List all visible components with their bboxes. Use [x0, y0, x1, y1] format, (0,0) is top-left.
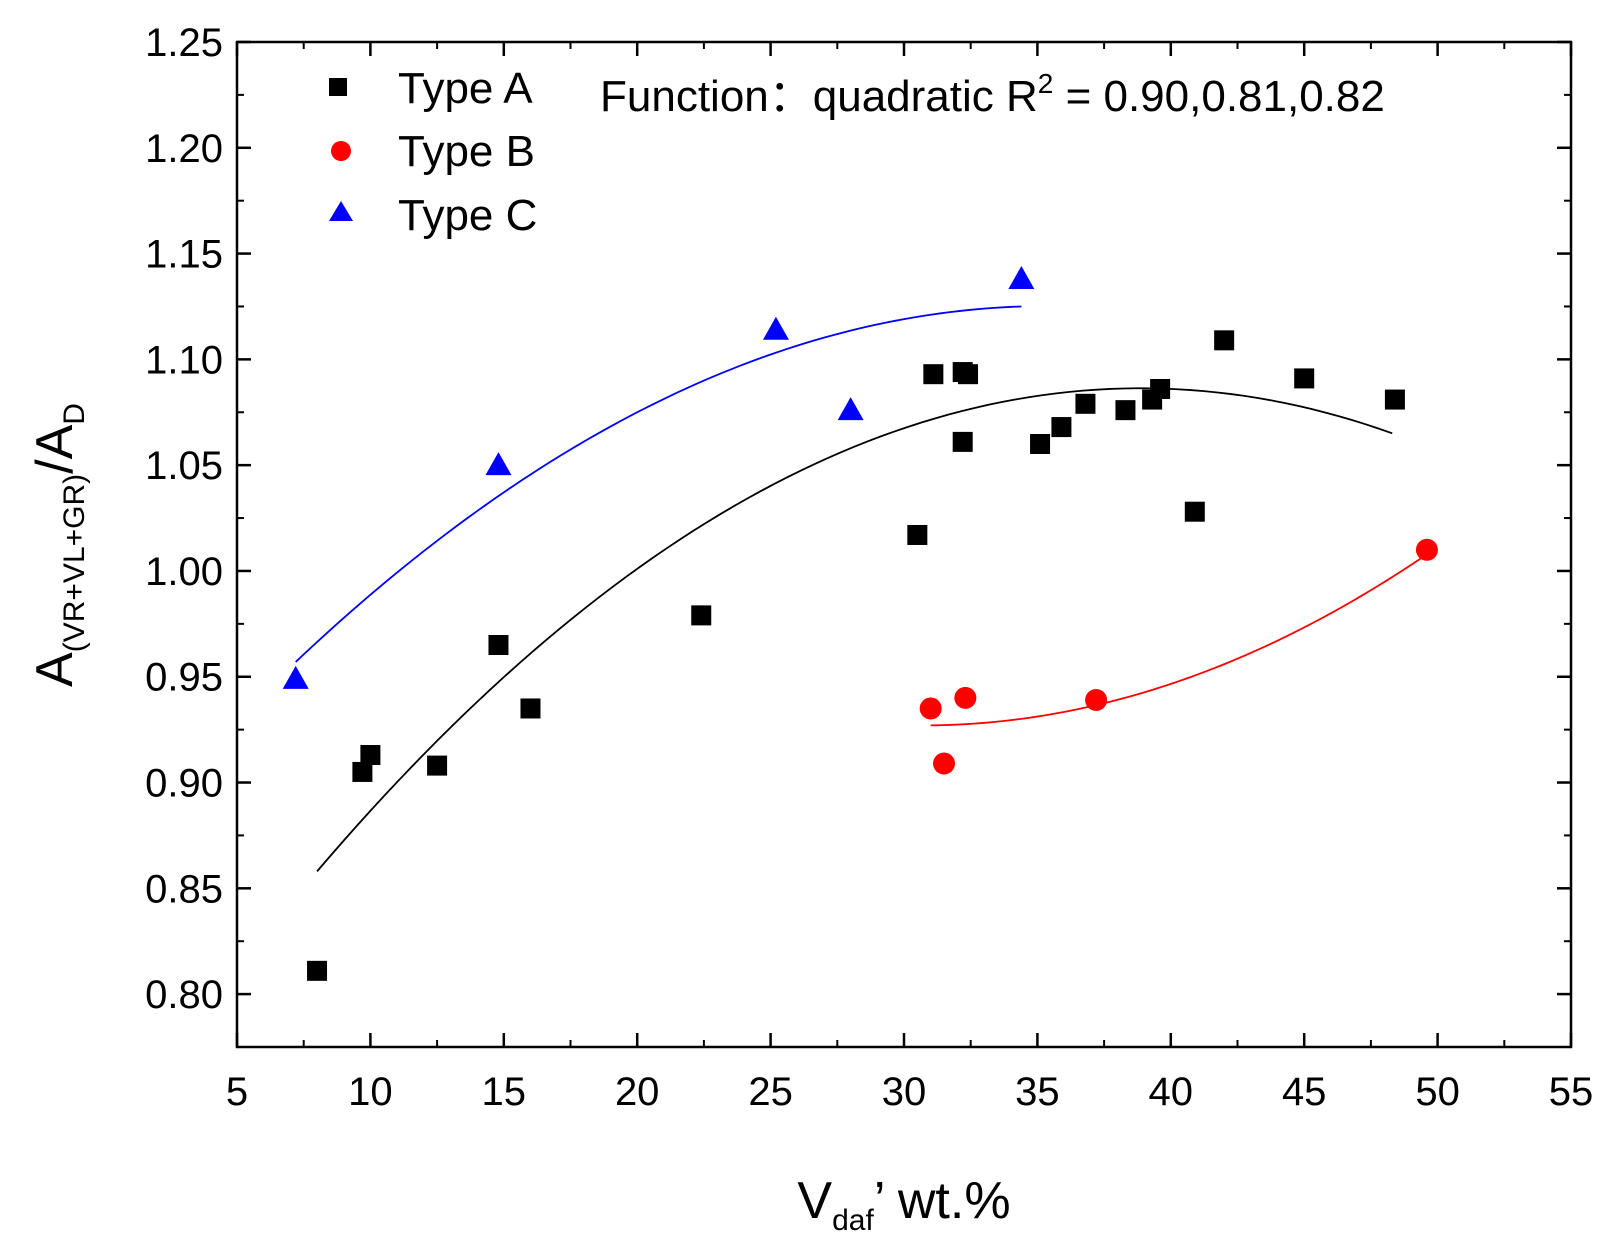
y-tick-label: 1.10 — [145, 338, 223, 382]
legend-item-type-b: Type B — [331, 127, 535, 176]
point-type-c — [282, 665, 309, 689]
y-tick-label: 1.25 — [145, 21, 223, 65]
y-tick-label: 1.20 — [145, 127, 223, 171]
point-type-a — [360, 745, 381, 766]
fit-curves — [295, 305, 1425, 872]
point-type-a — [1115, 400, 1136, 421]
y-tick-label: 0.80 — [145, 973, 223, 1017]
legend-label-type-a: Type A — [398, 64, 533, 113]
x-tick-label: 45 — [1282, 1070, 1327, 1114]
x-tick-label: 25 — [748, 1070, 793, 1114]
point-type-a — [1294, 368, 1315, 389]
point-type-c — [762, 316, 789, 340]
point-type-a — [307, 960, 328, 981]
point-type-b — [1415, 538, 1438, 561]
point-type-c — [485, 452, 512, 476]
fit-annotation-sup: 2 — [1038, 68, 1054, 99]
point-type-b — [919, 697, 942, 720]
x-tick-label: 30 — [882, 1070, 927, 1114]
x-axis-title: Vdaf’ wt.% — [797, 1172, 1010, 1237]
legend-label-type-b: Type B — [398, 127, 535, 176]
y-tick-label: 0.95 — [145, 656, 223, 700]
point-type-a — [907, 524, 928, 545]
y-tick-label: 0.85 — [145, 867, 223, 911]
x-tick-label: 50 — [1415, 1070, 1460, 1114]
x-axis: 5 10 15 20 25 30 35 40 45 50 55 — [226, 42, 1593, 1114]
legend-circle-marker — [331, 141, 351, 161]
point-type-b — [1085, 689, 1108, 712]
point-type-a — [952, 431, 973, 452]
legend-item-type-c: Type C — [329, 191, 537, 240]
point-type-a — [520, 698, 541, 719]
y-axis-title-suffix: /A — [26, 424, 84, 473]
fit-annotation-suffix: = 0.90,0.81,0.82 — [1053, 72, 1385, 121]
fit-curve-type-b — [930, 555, 1425, 727]
y-axis-title: A(VR+VL+GR)/AD — [26, 403, 91, 687]
point-type-a — [1030, 434, 1051, 454]
x-tick-label: 55 — [1549, 1070, 1594, 1114]
data-points — [282, 265, 1438, 981]
x-tick-label: 10 — [348, 1070, 393, 1114]
x-tick-label: 20 — [615, 1070, 660, 1114]
y-tick-label: 1.15 — [145, 233, 223, 277]
y-tick-label: 1.00 — [145, 550, 223, 594]
fit-curve-type-c — [295, 305, 1022, 663]
legend-triangle-marker — [329, 201, 353, 221]
legend-label-type-c: Type C — [398, 191, 537, 240]
legend: Type A Type B Type C — [329, 64, 537, 240]
x-tick-label: 40 — [1149, 1070, 1194, 1114]
point-type-c — [837, 397, 864, 421]
x-axis-title-suffix: ’ wt.% — [874, 1172, 1011, 1230]
point-type-a — [427, 755, 448, 776]
point-type-a — [1051, 417, 1072, 438]
point-type-a — [1384, 389, 1405, 410]
point-type-a — [1214, 330, 1235, 351]
fit-annotation-prefix: Function：quadratic R — [600, 72, 1038, 121]
fit-annotation: Function：quadratic R2 = 0.90,0.81,0.82 — [600, 68, 1385, 121]
point-type-b — [933, 752, 956, 775]
point-type-a — [923, 364, 944, 385]
legend-item-type-a: Type A — [329, 64, 533, 113]
point-type-b — [954, 686, 977, 709]
point-type-a — [488, 635, 509, 655]
point-type-a — [1150, 378, 1171, 399]
y-tick-label: 1.05 — [145, 444, 223, 488]
x-axis-title-sub: daf — [832, 1204, 874, 1237]
point-type-c — [1008, 265, 1035, 289]
y-axis-title-main: A — [26, 652, 84, 687]
point-type-a — [691, 605, 712, 626]
x-tick-label: 5 — [226, 1070, 248, 1114]
legend-square-marker — [329, 78, 347, 96]
y-axis-title-suffix-sub: D — [58, 403, 91, 425]
x-tick-label: 35 — [1015, 1070, 1060, 1114]
x-tick-label: 15 — [482, 1070, 527, 1114]
y-axis-title-sub: (VR+VL+GR) — [58, 474, 91, 652]
point-type-a — [958, 364, 979, 385]
point-type-a — [1184, 501, 1205, 522]
fit-curve-type-a — [316, 387, 1393, 872]
y-axis: 0.80 0.85 0.90 0.95 1.00 1.05 1.10 1.15 1.20 1.25 — [145, 21, 1571, 1017]
point-type-a — [352, 761, 373, 782]
y-tick-label: 0.90 — [145, 762, 223, 806]
point-type-a — [1075, 393, 1096, 414]
x-axis-title-main: V — [797, 1172, 832, 1230]
